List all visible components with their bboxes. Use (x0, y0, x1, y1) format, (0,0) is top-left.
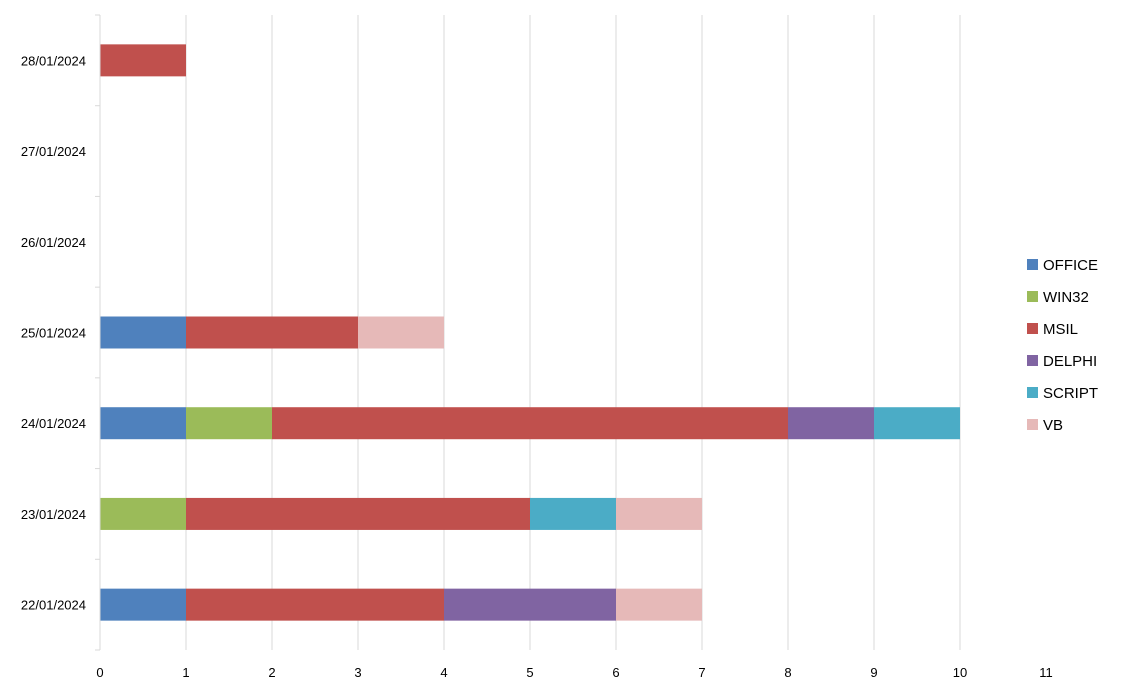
x-tick-label: 8 (784, 665, 791, 680)
category-label: 23/01/2024 (21, 507, 86, 522)
gridlines (185, 15, 961, 650)
x-tick-label: 9 (870, 665, 877, 680)
bar-office-24/01/2024 (100, 407, 186, 440)
bar-msil-25/01/2024 (186, 316, 358, 349)
value-axis-labels: 0 1 2 3 4 5 6 7 8 9 10 11 (96, 665, 1052, 680)
legend-label-script: SCRIPT (1043, 385, 1098, 402)
bar-msil-24/01/2024 (272, 407, 788, 440)
legend-label-delphi: DELPHI (1043, 353, 1097, 370)
legend-swatch-script (1027, 387, 1038, 398)
bar-msil-22/01/2024 (186, 588, 444, 621)
x-tick-label: 2 (268, 665, 275, 680)
legend-swatch-office (1027, 259, 1038, 270)
legend-label-msil: MSIL (1043, 321, 1078, 338)
category-label: 27/01/2024 (21, 144, 86, 159)
bars (100, 44, 960, 621)
bar-win32-23/01/2024 (100, 497, 186, 530)
legend-label-office: OFFICE (1043, 257, 1098, 274)
legend-swatch-delphi (1027, 355, 1038, 366)
category-label: 25/01/2024 (21, 326, 86, 341)
bar-vb-22/01/2024 (616, 588, 702, 621)
legend-label-vb: VB (1043, 417, 1063, 434)
x-tick-label: 5 (526, 665, 533, 680)
category-label: 28/01/2024 (21, 53, 86, 68)
category-label: 24/01/2024 (21, 416, 86, 431)
bar-msil-23/01/2024 (186, 497, 530, 530)
legend-label-win32: WIN32 (1043, 289, 1089, 306)
x-tick-label: 1 (182, 665, 189, 680)
x-tick-label: 7 (698, 665, 705, 680)
x-tick-label: 11 (1039, 665, 1053, 680)
bar-win32-24/01/2024 (186, 407, 272, 440)
bar-office-22/01/2024 (100, 588, 186, 621)
x-tick-label: 4 (440, 665, 447, 680)
bar-script-23/01/2024 (530, 497, 616, 530)
x-tick-label: 6 (612, 665, 619, 680)
category-label: 26/01/2024 (21, 235, 86, 250)
bar-office-25/01/2024 (100, 316, 186, 349)
legend-swatch-win32 (1027, 291, 1038, 302)
bar-delphi-22/01/2024 (444, 588, 616, 621)
x-tick-label: 10 (953, 665, 967, 680)
legend: OFFICE WIN32 MSIL DELPHI SCRIPT VB (1027, 257, 1098, 434)
category-axis (95, 14, 101, 651)
legend-swatch-msil (1027, 323, 1038, 334)
bar-msil-28/01/2024 (100, 44, 186, 77)
bar-delphi-24/01/2024 (788, 407, 874, 440)
x-tick-label: 3 (354, 665, 361, 680)
bar-script-24/01/2024 (874, 407, 960, 440)
legend-swatch-vb (1027, 419, 1038, 430)
category-label: 22/01/2024 (21, 598, 86, 613)
category-labels: 22/01/2024 23/01/2024 24/01/2024 25/01/2024… (21, 53, 86, 612)
bar-vb-25/01/2024 (358, 316, 444, 349)
bar-vb-23/01/2024 (616, 497, 702, 530)
x-tick-label: 0 (96, 665, 103, 680)
